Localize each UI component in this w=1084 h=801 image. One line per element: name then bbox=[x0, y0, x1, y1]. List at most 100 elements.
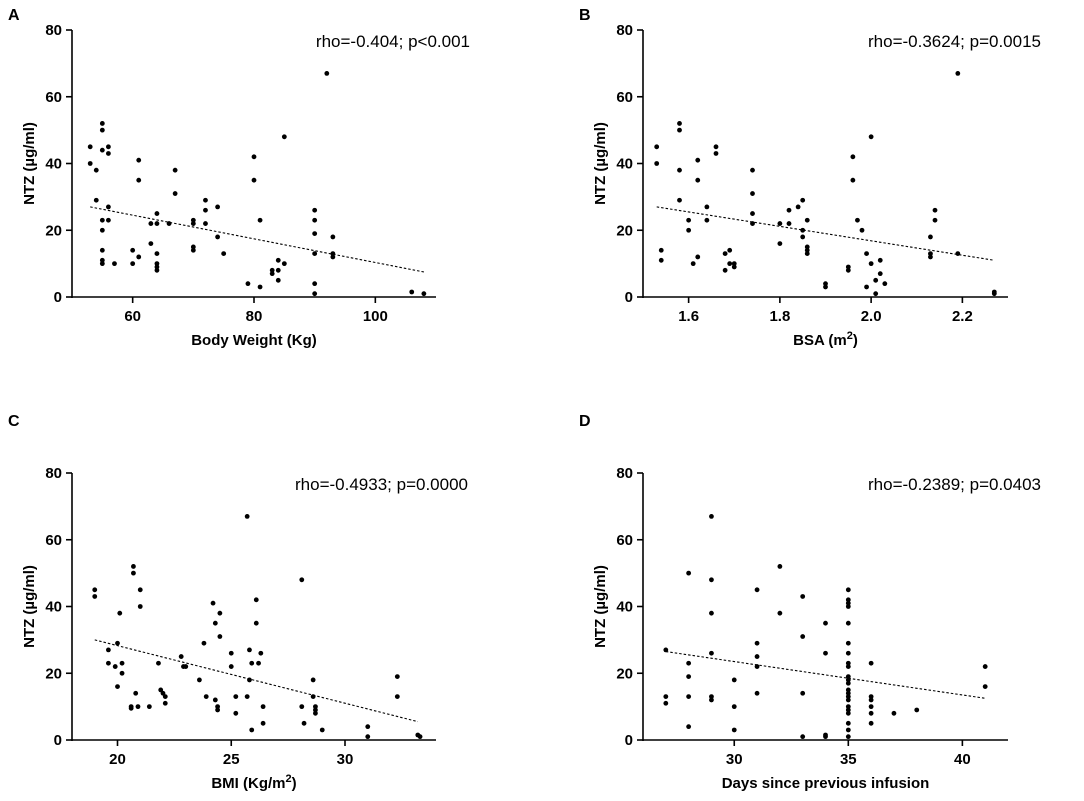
data-point bbox=[845, 687, 851, 693]
data-point bbox=[845, 264, 851, 270]
data-point bbox=[800, 227, 806, 233]
data-point bbox=[850, 154, 856, 160]
y-tick-label: 60 bbox=[45, 89, 62, 106]
data-point bbox=[727, 261, 733, 267]
data-point bbox=[677, 167, 682, 173]
data-point bbox=[203, 207, 208, 213]
data-point bbox=[686, 570, 692, 576]
data-point bbox=[709, 697, 714, 703]
correlation-annotation: rho=-0.3624; p=0.0015 bbox=[868, 32, 1041, 51]
data-point bbox=[247, 647, 252, 653]
data-point bbox=[750, 211, 755, 216]
data-point bbox=[178, 654, 184, 659]
panel-label-d: D bbox=[579, 413, 591, 430]
data-point bbox=[137, 587, 143, 593]
data-point bbox=[709, 577, 714, 583]
data-point bbox=[663, 700, 669, 706]
data-point bbox=[154, 267, 160, 273]
data-point bbox=[845, 734, 851, 740]
x-tick-label: 1.8 bbox=[769, 308, 790, 325]
data-point bbox=[249, 660, 255, 666]
x-tick-label: 2.2 bbox=[952, 308, 973, 325]
data-point bbox=[845, 660, 851, 666]
data-point bbox=[299, 577, 305, 583]
data-point bbox=[709, 610, 714, 616]
data-point bbox=[677, 197, 682, 203]
data-point bbox=[119, 670, 125, 676]
data-point bbox=[868, 704, 874, 710]
data-point bbox=[928, 234, 933, 240]
data-point bbox=[754, 690, 760, 696]
data-point bbox=[873, 277, 879, 283]
data-point bbox=[203, 197, 208, 203]
data-point bbox=[731, 727, 737, 733]
data-point bbox=[136, 177, 142, 183]
data-point bbox=[709, 513, 714, 519]
data-point bbox=[228, 650, 234, 656]
data-point bbox=[313, 704, 318, 710]
data-point bbox=[106, 144, 111, 150]
data-point bbox=[156, 660, 161, 666]
data-point bbox=[654, 161, 660, 166]
data-point bbox=[804, 217, 810, 223]
data-point bbox=[310, 677, 316, 683]
y-tick-label: 60 bbox=[45, 532, 62, 549]
data-point bbox=[800, 234, 806, 240]
data-point bbox=[203, 221, 208, 226]
data-point bbox=[750, 191, 755, 196]
x-axis-title-superscript: 2 bbox=[286, 773, 292, 785]
data-point bbox=[955, 251, 961, 257]
y-axis-title: NTZ (µg/ml) bbox=[592, 122, 609, 205]
data-point bbox=[106, 660, 111, 666]
data-point bbox=[663, 694, 669, 700]
x-axis-title-end: ) bbox=[853, 332, 858, 349]
data-point bbox=[845, 604, 851, 609]
data-point bbox=[133, 690, 139, 696]
data-point bbox=[845, 600, 851, 606]
x-axis-title: BMI (Kg/m2) bbox=[211, 773, 296, 792]
data-point bbox=[795, 204, 801, 210]
data-point bbox=[136, 254, 142, 260]
data-point bbox=[312, 291, 318, 297]
data-point bbox=[804, 247, 810, 253]
data-point bbox=[800, 734, 806, 740]
data-point bbox=[233, 710, 239, 716]
data-point bbox=[932, 217, 938, 223]
x-axis-title-end: ) bbox=[292, 775, 297, 792]
data-point bbox=[212, 697, 218, 703]
data-point bbox=[864, 251, 869, 257]
data-point bbox=[750, 167, 755, 173]
x-axis-title: Days since previous infusion bbox=[722, 775, 930, 792]
data-point bbox=[777, 241, 783, 247]
x-axis-title-main: BSA (m bbox=[793, 332, 847, 349]
data-point bbox=[800, 690, 806, 696]
data-point bbox=[823, 284, 828, 290]
x-tick-label: 40 bbox=[954, 751, 971, 768]
y-tick-label: 80 bbox=[616, 22, 633, 39]
data-point bbox=[233, 694, 239, 700]
data-point bbox=[215, 704, 221, 710]
data-point bbox=[166, 221, 172, 226]
data-point bbox=[658, 247, 664, 253]
data-point bbox=[777, 221, 783, 226]
data-point bbox=[731, 261, 737, 267]
data-point bbox=[99, 257, 105, 263]
data-point bbox=[269, 267, 275, 273]
data-point bbox=[722, 267, 728, 273]
data-point bbox=[800, 594, 806, 599]
data-point bbox=[312, 207, 318, 213]
data-point bbox=[713, 151, 719, 156]
data-point bbox=[859, 227, 865, 233]
x-tick-label: 25 bbox=[223, 751, 240, 768]
panel-a: A 0 20 40 60 80 60 80 100 Body Weight (Kg) NTZ (µ… bbox=[8, 7, 470, 349]
data-point bbox=[864, 284, 869, 290]
data-point bbox=[658, 257, 664, 263]
data-point bbox=[148, 221, 154, 226]
data-point bbox=[754, 664, 760, 669]
data-point bbox=[260, 720, 266, 726]
data-point bbox=[845, 680, 851, 686]
data-point bbox=[777, 610, 783, 616]
data-point bbox=[137, 604, 143, 609]
data-point bbox=[115, 640, 120, 646]
